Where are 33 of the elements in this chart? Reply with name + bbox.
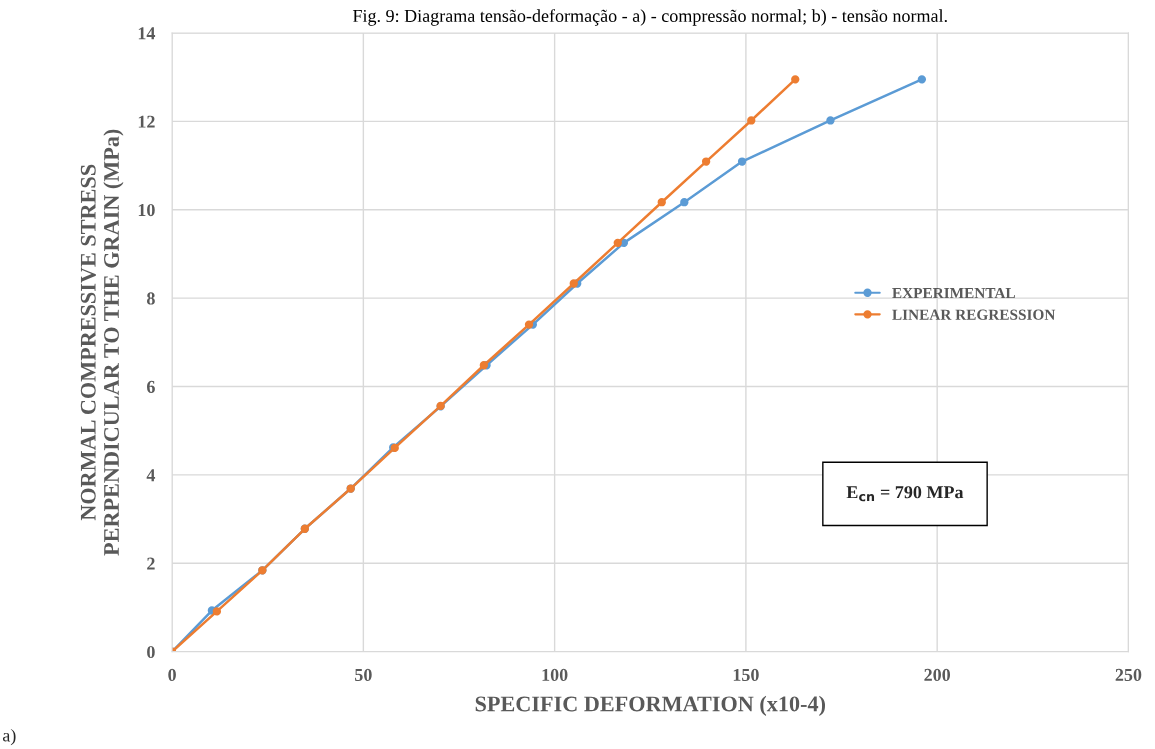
y-tick-label: 8 — [147, 292, 155, 305]
point — [826, 116, 835, 125]
x-axis-title: SPECIFIC DEFORMATION (x10-4) — [475, 695, 826, 716]
point — [791, 75, 800, 84]
y-tick-label: 0 — [147, 645, 155, 659]
x-tick-label: 150 — [733, 668, 759, 681]
point — [613, 238, 622, 248]
x-tick-label: 200 — [924, 668, 951, 681]
legend-label: LINEAR REGRESSION — [892, 309, 1056, 320]
y-tick-label: 14 — [138, 27, 156, 40]
point — [680, 198, 689, 207]
point — [657, 198, 666, 207]
annotation: E$_{cn}$ = 790 MPa — [846, 486, 964, 502]
text: a) — [2, 728, 16, 746]
x-tick-label: 0 — [168, 668, 176, 681]
y-tick-label: 4 — [146, 469, 156, 482]
point — [524, 320, 534, 329]
point — [917, 75, 927, 84]
point — [747, 116, 756, 125]
x-tick-label: 50 — [355, 668, 372, 681]
y-axis-title: NORMAL COMPRESSIVE STRESS PERPENDICULAR TO THE GRAIN (MPa) — [80, 129, 124, 556]
legend-label: EXPERIMENTAL — [892, 288, 1015, 299]
y-tick-label: 6 — [147, 380, 155, 393]
point — [212, 607, 222, 616]
y-tick-label: 2 — [147, 557, 155, 570]
chart-title: Fig. 9: Diagrama tensão-deformação - a) - compressão normal; b) - tensão normal. — [352, 9, 947, 26]
point — [701, 157, 711, 166]
point — [737, 157, 747, 166]
point — [569, 279, 578, 288]
y-tick-label: 10 — [138, 203, 155, 217]
y-tick-label: 12 — [138, 115, 155, 128]
x-tick-label: 250 — [1115, 668, 1142, 681]
x-tick-label: 100 — [542, 668, 568, 681]
